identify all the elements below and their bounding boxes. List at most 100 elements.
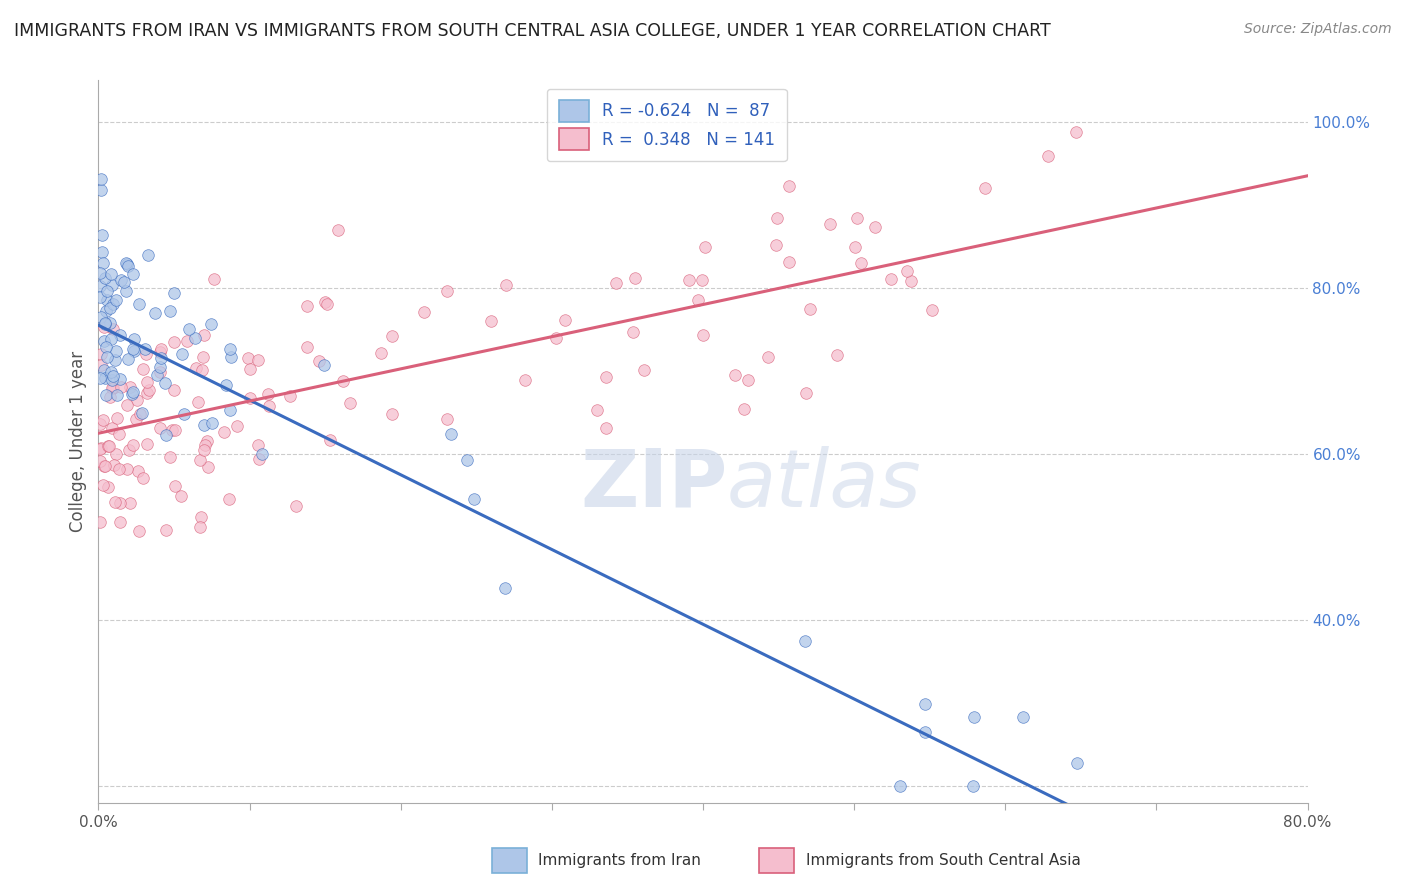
Point bbox=[605, 277, 627, 291]
Point bbox=[479, 314, 502, 328]
Point bbox=[136, 248, 159, 262]
Point bbox=[94, 270, 117, 285]
Point bbox=[89, 442, 111, 456]
Point bbox=[513, 373, 536, 387]
Point bbox=[239, 362, 262, 376]
Point bbox=[163, 285, 186, 300]
Point bbox=[880, 271, 903, 285]
Point bbox=[108, 427, 131, 442]
Point bbox=[155, 427, 177, 442]
Point bbox=[633, 362, 655, 376]
FancyBboxPatch shape bbox=[492, 848, 527, 873]
Point bbox=[247, 452, 270, 467]
Point bbox=[1036, 149, 1059, 163]
Point bbox=[314, 295, 336, 310]
Point bbox=[112, 275, 135, 289]
Point bbox=[195, 434, 218, 448]
Point bbox=[108, 496, 131, 510]
Point bbox=[778, 255, 800, 269]
Point bbox=[101, 421, 124, 435]
Point bbox=[381, 329, 404, 343]
Point bbox=[495, 278, 517, 293]
Point bbox=[149, 351, 172, 365]
Point bbox=[218, 491, 240, 506]
Point bbox=[170, 489, 193, 503]
Point bbox=[117, 352, 139, 367]
Point bbox=[794, 634, 817, 648]
Point bbox=[89, 454, 111, 468]
Point bbox=[215, 378, 238, 392]
Point bbox=[851, 256, 873, 270]
Point bbox=[100, 268, 122, 282]
Point bbox=[863, 220, 886, 235]
Point bbox=[145, 368, 167, 382]
Point bbox=[846, 211, 869, 225]
Point bbox=[105, 388, 128, 402]
Point bbox=[197, 460, 219, 475]
Point bbox=[463, 491, 485, 506]
Point bbox=[101, 368, 124, 383]
Point bbox=[159, 304, 181, 318]
Point bbox=[143, 306, 166, 320]
Point bbox=[105, 293, 128, 307]
Point bbox=[179, 321, 201, 335]
Point bbox=[90, 441, 112, 455]
Point bbox=[122, 385, 145, 400]
Point bbox=[93, 478, 115, 492]
Point bbox=[89, 417, 111, 432]
Point bbox=[326, 223, 349, 237]
Point bbox=[97, 480, 120, 494]
Point bbox=[155, 523, 177, 537]
Point bbox=[191, 363, 214, 377]
Point bbox=[134, 342, 156, 356]
Point bbox=[91, 245, 114, 260]
Point bbox=[121, 387, 143, 401]
Point bbox=[193, 417, 215, 432]
Point bbox=[318, 433, 340, 447]
Point bbox=[94, 317, 117, 331]
Point bbox=[690, 272, 713, 286]
Point bbox=[219, 350, 242, 364]
Point bbox=[295, 299, 318, 313]
Point bbox=[91, 256, 114, 270]
Point bbox=[120, 379, 142, 393]
Point bbox=[104, 353, 127, 368]
Point bbox=[100, 332, 122, 346]
Point bbox=[96, 350, 118, 364]
Point bbox=[370, 346, 392, 360]
Legend: R = -0.624   N =  87, R =  0.348   N = 141: R = -0.624 N = 87, R = 0.348 N = 141 bbox=[547, 88, 786, 161]
Point bbox=[149, 420, 172, 434]
Point bbox=[914, 698, 936, 712]
Point bbox=[778, 178, 800, 193]
Point bbox=[193, 350, 215, 364]
Point bbox=[194, 438, 217, 452]
Point bbox=[93, 370, 115, 384]
Point bbox=[90, 358, 112, 372]
Point bbox=[413, 304, 436, 318]
Point bbox=[159, 450, 181, 464]
Point bbox=[962, 779, 984, 793]
Point bbox=[766, 211, 789, 226]
Point bbox=[914, 724, 936, 739]
Point bbox=[973, 181, 995, 195]
Point bbox=[900, 275, 922, 289]
Point bbox=[724, 368, 747, 382]
Point bbox=[132, 362, 155, 376]
Point bbox=[624, 271, 647, 285]
Point bbox=[436, 412, 458, 426]
Point bbox=[128, 407, 150, 421]
Point bbox=[278, 389, 301, 403]
Point bbox=[193, 443, 215, 458]
Point bbox=[236, 351, 259, 365]
Point bbox=[105, 447, 128, 461]
Point bbox=[332, 375, 354, 389]
Point bbox=[688, 293, 710, 307]
Text: atlas: atlas bbox=[727, 446, 922, 524]
Point bbox=[104, 495, 127, 509]
Point bbox=[308, 354, 330, 368]
Point bbox=[585, 402, 607, 417]
Point bbox=[765, 238, 787, 252]
Point bbox=[200, 318, 222, 332]
Y-axis label: College, Under 1 year: College, Under 1 year bbox=[69, 351, 87, 533]
Point bbox=[219, 342, 242, 356]
